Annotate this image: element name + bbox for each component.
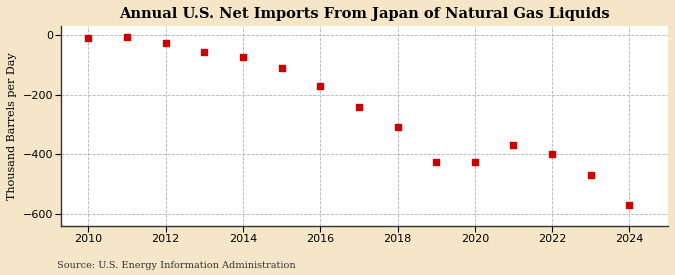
Point bbox=[354, 104, 364, 109]
Point bbox=[315, 84, 325, 88]
Point bbox=[276, 66, 287, 70]
Title: Annual U.S. Net Imports From Japan of Natural Gas Liquids: Annual U.S. Net Imports From Japan of Na… bbox=[119, 7, 610, 21]
Point bbox=[585, 173, 596, 177]
Text: Source: U.S. Energy Information Administration: Source: U.S. Energy Information Administ… bbox=[57, 260, 296, 270]
Point bbox=[199, 49, 210, 54]
Point bbox=[238, 55, 248, 60]
Point bbox=[83, 35, 94, 40]
Point bbox=[122, 34, 132, 39]
Point bbox=[160, 40, 171, 45]
Point bbox=[624, 202, 634, 207]
Point bbox=[547, 152, 558, 156]
Point bbox=[392, 125, 403, 130]
Point bbox=[469, 160, 480, 164]
Y-axis label: Thousand Barrels per Day: Thousand Barrels per Day bbox=[7, 52, 17, 200]
Point bbox=[431, 160, 441, 164]
Point bbox=[508, 143, 519, 147]
